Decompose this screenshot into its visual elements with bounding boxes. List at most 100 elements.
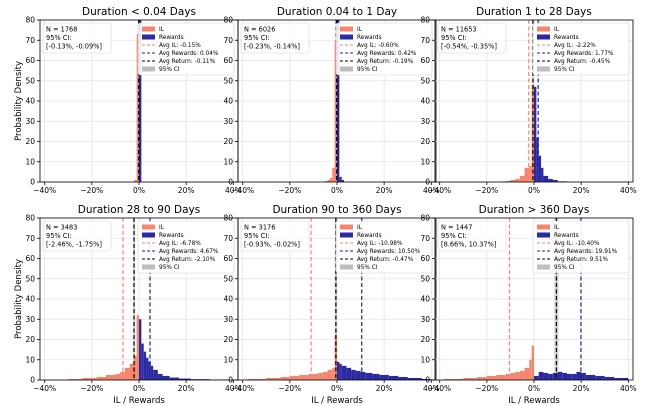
legend-label: Rewards	[357, 233, 382, 239]
legend-label: 95% CI	[159, 67, 180, 73]
legend: IL Rewards Avg IL: -10.98% Avg Rewards: 10.…	[335, 220, 433, 274]
il-bar	[136, 315, 139, 380]
legend-swatch	[142, 224, 155, 230]
rewards-bar	[571, 373, 577, 380]
y-tick-label: 30	[420, 315, 430, 324]
x-tick-label: 20%	[573, 186, 590, 195]
y-tick-label: 0	[30, 178, 35, 187]
legend-label: 95% CI	[357, 265, 378, 271]
il-bar	[510, 179, 516, 182]
rewards-bar	[604, 376, 615, 380]
legend-label: 95% CI	[357, 67, 378, 73]
il-bar	[477, 376, 487, 380]
x-axis-label: IL / Rewards	[113, 396, 165, 406]
il-bar	[115, 373, 121, 380]
il-bar	[313, 373, 319, 380]
sample-size-text: N = 3483	[46, 224, 77, 232]
legend-label: IL	[357, 225, 363, 231]
legend: IL Rewards Avg IL: -2.22% Avg Rewards: 1.77…	[532, 22, 630, 76]
legend-frame	[137, 22, 235, 76]
rewards-bar	[534, 86, 537, 182]
rewards-bar	[581, 372, 586, 380]
stats-box	[240, 22, 310, 54]
x-tick-label: 40%	[423, 186, 440, 195]
legend-label: IL	[159, 27, 165, 33]
y-tick-label: 0	[228, 376, 233, 385]
rewards-bar	[407, 377, 422, 380]
x-tick-label: −40%	[231, 384, 254, 393]
y-tick-label: 20	[223, 335, 233, 344]
x-tick-label: 0%	[528, 186, 540, 195]
legend-label: Avg IL: -6.78%	[159, 241, 201, 247]
ci-label-text: 95% CI:	[244, 232, 270, 240]
y-tick-label: 70	[223, 36, 233, 45]
rewards-bar	[339, 363, 342, 380]
y-tick-label: 0	[228, 178, 233, 187]
x-tick-label: −40%	[33, 384, 56, 393]
y-tick-label: 50	[420, 76, 430, 85]
rewards-bar	[339, 176, 342, 182]
il-bar	[463, 377, 478, 380]
legend-swatch	[537, 66, 550, 72]
il-bar	[289, 375, 300, 380]
rewards-bar	[552, 372, 558, 380]
il-bar	[82, 377, 97, 380]
y-axis-label: Probability Density	[14, 61, 24, 141]
rewards-bar	[351, 369, 356, 380]
legend-label: Avg IL: -0.15%	[159, 43, 201, 49]
rewards-bar	[548, 178, 553, 182]
il-bar	[496, 374, 506, 380]
rewards-bar	[365, 372, 373, 380]
y-tick-label: 10	[223, 355, 233, 364]
rewards-bar	[143, 351, 147, 380]
rewards-bar	[548, 373, 553, 380]
y-tick-label: 0	[425, 376, 430, 385]
y-tick-label: 70	[420, 36, 430, 45]
il-bar	[519, 370, 525, 380]
y-tick-label: 10	[420, 355, 430, 364]
legend-label: 95% CI	[554, 67, 575, 73]
y-tick-label: 50	[223, 274, 233, 283]
rewards-bar	[179, 378, 191, 380]
il-bar	[327, 179, 330, 182]
subplot-1: Duration < 0.04 Days−40% −20% 0% 20% 40%0102…	[14, 6, 242, 195]
rewards-bar	[150, 365, 154, 380]
il-bar	[106, 374, 116, 380]
legend: IL Rewards Avg IL: -0.60% Avg Rewards: 0.42…	[335, 22, 433, 76]
y-tick-label: 60	[223, 56, 233, 65]
x-tick-label: 20%	[573, 384, 590, 393]
ci-label-text: 95% CI:	[441, 34, 467, 42]
x-tick-label: 40%	[225, 186, 242, 195]
il-bar	[332, 367, 335, 380]
il-bar	[486, 375, 497, 380]
legend-label: IL	[357, 27, 363, 33]
legend-label: IL	[554, 225, 560, 231]
legend-frame	[335, 220, 433, 274]
y-tick-label: 10	[223, 157, 233, 166]
ci-range-text: [-2.46%, -1.75%]	[46, 241, 102, 249]
rewards-bar	[355, 370, 361, 380]
legend-label: Avg IL: -2.22%	[554, 43, 596, 49]
rewards-bar	[557, 371, 563, 380]
x-tick-label: 20%	[376, 384, 393, 393]
legend-label: Avg Return: -0.45%	[554, 59, 611, 65]
stats-box	[240, 220, 310, 252]
legend-swatch	[142, 264, 155, 270]
ci-range-text: [-0.93%, -0.02%]	[244, 241, 300, 249]
x-tick-label: 40%	[620, 384, 637, 393]
stats-box	[437, 22, 507, 54]
legend-swatch	[537, 224, 550, 230]
legend-swatch	[537, 34, 550, 40]
il-bar	[529, 359, 532, 380]
y-tick-label: 20	[223, 137, 233, 146]
y-tick-label: 50	[25, 274, 35, 283]
y-tick-label: 10	[420, 157, 430, 166]
stats-box	[42, 22, 112, 54]
rewards-bar	[534, 375, 539, 380]
subplot-title: Duration 0.04 to 1 Day	[277, 6, 397, 18]
legend-label: 95% CI	[159, 265, 180, 271]
legend-label: Avg Return: -0.19%	[357, 59, 414, 65]
il-bar	[505, 373, 511, 380]
x-tick-label: −40%	[428, 384, 451, 393]
x-tick-label: 20%	[178, 186, 195, 195]
